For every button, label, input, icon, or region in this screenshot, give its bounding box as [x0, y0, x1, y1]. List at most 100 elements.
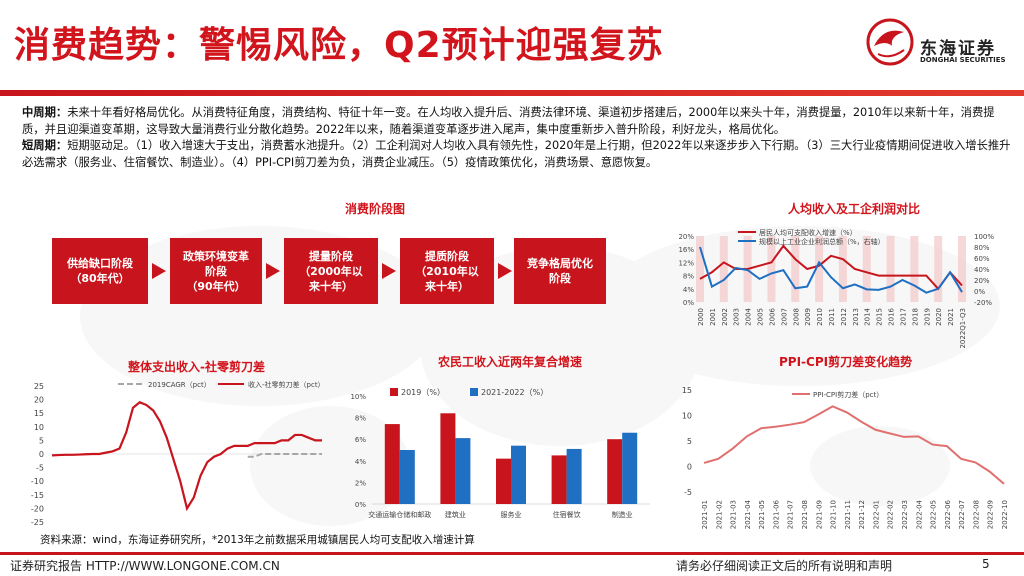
- x-tick: 2022-04: [915, 499, 923, 529]
- series-line-1: [700, 246, 962, 289]
- stage-box-3: 提量阶段 （2000年以 来十年）: [284, 238, 378, 304]
- footer-divider: [0, 552, 1024, 555]
- y-tick-left: 16%: [678, 246, 694, 254]
- bar-2: [511, 446, 526, 504]
- y-tick-left: 0%: [683, 299, 694, 307]
- bar-1: [440, 413, 455, 504]
- x-tick: 2016: [888, 307, 896, 325]
- y-tick-right: 80%: [974, 244, 990, 252]
- legend-label-2: 规模以上工业企业利润总额（%，右轴）: [759, 237, 885, 246]
- shade-band: [696, 236, 704, 302]
- migrant-income-chart: 10% 8% 6% 4% 2% 0%交通运输仓储和邮政 建筑业 服务业 住宿餐饮 制造业 2019（…: [350, 382, 660, 528]
- series-line-2: [52, 402, 322, 508]
- y-tick: -5: [36, 464, 44, 473]
- x-tick: 住宿餐饮: [553, 510, 581, 519]
- y-tick-right: 60%: [974, 255, 990, 263]
- shade-band: [958, 236, 966, 302]
- y-tick: -15: [31, 491, 44, 500]
- shade-band: [720, 236, 728, 302]
- y-tick: 6%: [355, 436, 366, 444]
- x-tick: 2014: [864, 307, 872, 325]
- legend-label-2: 收入-社零剪刀差（pct）: [248, 380, 325, 389]
- bar-2: [622, 433, 637, 504]
- y-tick-right: 40%: [974, 266, 990, 274]
- y-tick: 10: [34, 423, 44, 432]
- x-tick: 2022-01: [872, 500, 880, 529]
- series-line-1: [248, 454, 322, 457]
- x-tick: 2015: [876, 308, 884, 326]
- ppi-cpi-chart: 151050-52021-01 2021-02 2021-03 2021-04 2021…: [674, 380, 1014, 534]
- migrant-income-chart-title: 农民工收入近两年复合增速: [438, 353, 582, 370]
- x-tick: 2022-06: [944, 499, 952, 529]
- x-tick: 2012: [840, 308, 848, 326]
- x-tick: 2021-01: [701, 500, 709, 529]
- x-tick: 2018: [911, 308, 919, 326]
- y-tick: 8%: [355, 415, 366, 423]
- y-tick: 20: [34, 396, 44, 405]
- x-tick: 2009: [804, 308, 812, 326]
- stage-box-2: 政策环境变革 阶段 （90年代）: [170, 238, 262, 304]
- x-tick: 建筑业: [445, 510, 466, 519]
- page-title: 消费趋势：警惕风险，Q2预计迎强复苏: [14, 16, 664, 68]
- y-tick: -10: [31, 477, 44, 486]
- x-tick: 2022-02: [887, 500, 895, 529]
- legend-label-2: 2021-2022（%）: [481, 388, 548, 397]
- bar-1: [385, 424, 400, 504]
- x-tick: 2005: [757, 308, 765, 326]
- x-tick: 2003: [733, 308, 741, 326]
- legend-label-1: PPI-CPI剪刀差（pct）: [813, 390, 883, 399]
- legend-label-1: 居民人均可支配收入增速（%）: [759, 228, 857, 237]
- x-tick: 2021-07: [787, 500, 795, 529]
- bar-1: [607, 439, 622, 504]
- x-tick: 2017: [899, 308, 907, 326]
- short-cycle-body: 短期驱动足。（1）收入增速大于支出，消费蓄水池提升。（2）工企利润对人均收入具有…: [22, 139, 1010, 169]
- x-tick: 2000: [697, 308, 705, 326]
- x-tick: 2021-08: [801, 500, 809, 529]
- y-tick: 15: [34, 409, 44, 418]
- x-tick: 2004: [745, 307, 753, 325]
- x-tick: 服务业: [501, 510, 522, 519]
- stage-arrow-4: [498, 263, 512, 279]
- x-tick: 2021-09: [815, 500, 823, 529]
- x-tick: 2006: [768, 307, 776, 325]
- y-tick: -5: [684, 488, 692, 497]
- y-tick-left: 20%: [678, 233, 694, 241]
- y-tick: 0: [687, 463, 692, 472]
- y-tick-left: 4%: [683, 286, 694, 294]
- y-tick: 2%: [355, 479, 366, 487]
- scissors-chart-title: 整体支出收入-社零剪刀差: [128, 358, 265, 375]
- bar-1: [552, 455, 567, 504]
- y-tick: -25: [31, 518, 44, 527]
- scissors-chart: 25 20 15 10 5 0 -5 -10 -15 -20 -25 2019CAGR（pct） 收入-…: [22, 376, 342, 528]
- x-tick: 2022-07: [958, 500, 966, 529]
- legend-swatch-2: [470, 388, 478, 396]
- y-tick: -20: [31, 504, 44, 513]
- x-tick: 2021-05: [758, 500, 766, 529]
- x-tick: 2002: [721, 308, 729, 326]
- y-tick-right: 0%: [974, 288, 985, 296]
- stage-box-1: 供给缺口阶段 （80年代）: [52, 238, 148, 304]
- x-tick: 2021-11: [844, 500, 852, 529]
- x-tick: 2008: [792, 308, 800, 326]
- x-tick: 交通运输仓储和邮政: [368, 510, 431, 519]
- legend-swatch-1: [390, 388, 398, 396]
- income-profit-chart-title: 人均收入及工企利润对比: [788, 200, 920, 217]
- y-tick: 5: [687, 437, 692, 446]
- bar-2: [400, 450, 415, 504]
- y-tick-left: 12%: [678, 259, 694, 267]
- legend-label-1: 2019（%）: [401, 388, 445, 397]
- stage-box-4: 提质阶段 （2010年以 来十年）: [400, 238, 494, 304]
- x-tick: 2022Q1-Q3: [959, 308, 967, 349]
- x-tick: 2022-08: [972, 500, 980, 529]
- stage-arrow-2: [266, 263, 280, 279]
- x-tick: 2021-06: [772, 499, 780, 529]
- y-tick-left: 8%: [683, 273, 694, 281]
- y-tick: 10: [682, 412, 692, 421]
- mid-cycle-label: 中周期：: [22, 106, 67, 119]
- x-tick: 2011: [828, 308, 836, 326]
- shade-band: [910, 236, 918, 302]
- bar-2: [455, 438, 470, 504]
- y-tick-right: 100%: [974, 233, 994, 241]
- footer-disclaimer: 请务必仔细阅读正文后的所有说明和声明: [676, 557, 892, 574]
